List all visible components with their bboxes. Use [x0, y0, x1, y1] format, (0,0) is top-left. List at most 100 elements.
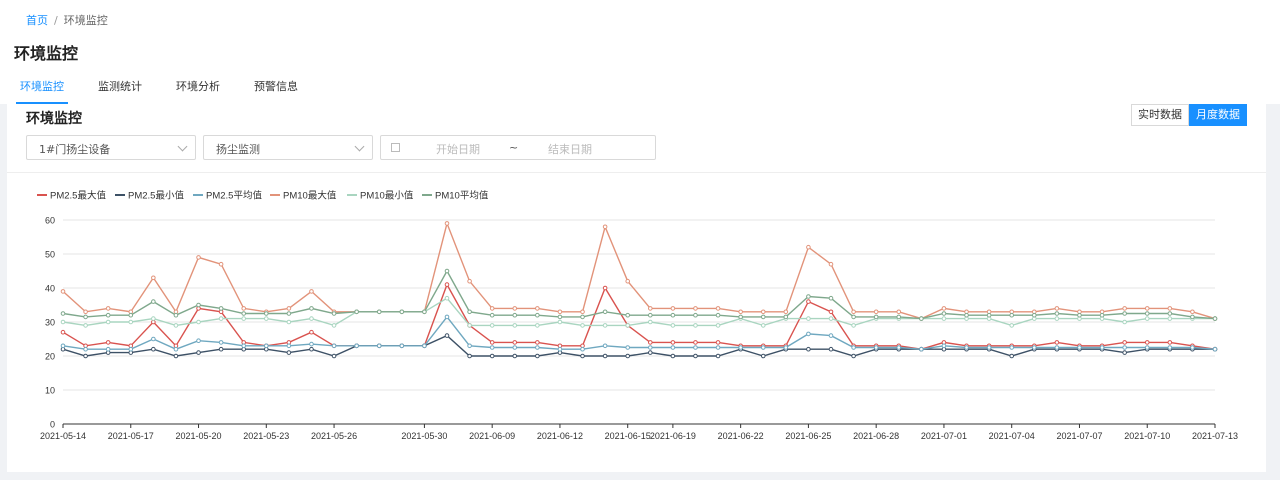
data-point — [941, 311, 947, 316]
data-point — [151, 275, 156, 281]
data-point — [60, 329, 66, 335]
x-tick-label: 2021-06-15 — [605, 431, 651, 441]
calendar-icon — [391, 143, 400, 152]
data-point — [1167, 316, 1173, 321]
data-point — [399, 343, 405, 349]
data-point — [105, 319, 111, 325]
data-point — [557, 314, 563, 320]
data-point — [1031, 345, 1037, 350]
data-point — [512, 340, 518, 345]
data-point — [105, 306, 111, 311]
data-point — [602, 353, 608, 359]
tab-alert-info[interactable]: 预警信息 — [254, 80, 298, 93]
series-line — [62, 315, 1216, 350]
data-point — [1167, 345, 1173, 350]
data-point — [535, 306, 540, 311]
data-point — [489, 353, 495, 359]
data-point — [919, 346, 924, 352]
data-point — [83, 323, 88, 328]
data-point — [1212, 316, 1218, 321]
data-point — [83, 314, 88, 320]
breadcrumb: 首页 / 环境监控 — [26, 12, 108, 28]
monthly-data-button[interactable]: 月度数据 — [1189, 104, 1247, 126]
data-point — [1054, 345, 1060, 350]
data-point — [444, 282, 450, 287]
breadcrumb-separator: / — [54, 13, 58, 27]
data-point — [693, 353, 698, 359]
series-line — [62, 282, 1216, 350]
data-point — [670, 306, 676, 311]
data-point — [941, 316, 947, 321]
x-tick-label: 2021-07-13 — [1192, 431, 1238, 441]
data-point — [670, 323, 676, 328]
data-point — [873, 314, 879, 320]
data-point — [896, 309, 902, 315]
data-point — [1122, 306, 1127, 311]
legend-label: PM2.5平均值 — [206, 190, 262, 202]
data-point — [1144, 306, 1150, 311]
data-point — [1190, 345, 1195, 350]
data-point — [105, 340, 111, 345]
y-tick-label: 40 — [45, 284, 55, 294]
data-point — [489, 323, 495, 328]
data-point — [173, 346, 179, 352]
tab-monitor-statistics[interactable]: 监测统计 — [98, 80, 142, 93]
data-point — [263, 343, 269, 349]
tab-environment-monitor[interactable]: 环境监控 — [16, 78, 68, 104]
data-point — [670, 312, 676, 318]
start-date-input[interactable]: 开始日期 — [436, 143, 480, 156]
breadcrumb-home-link[interactable]: 首页 — [26, 14, 48, 27]
data-point — [1009, 345, 1015, 350]
data-point — [467, 353, 472, 359]
data-point — [309, 306, 314, 311]
tab-bar: 环境监控 监测统计 环境分析 预警信息 — [14, 78, 326, 104]
end-date-input[interactable]: 结束日期 — [548, 143, 592, 156]
data-point — [1167, 340, 1173, 345]
y-tick-label: 0 — [50, 420, 55, 430]
data-point — [151, 299, 156, 304]
data-point — [512, 345, 518, 350]
data-point — [602, 285, 608, 291]
data-point — [647, 306, 653, 311]
y-tick-label: 10 — [45, 386, 55, 396]
x-tick-label: 2021-05-20 — [176, 431, 222, 441]
data-point — [1190, 314, 1195, 320]
x-tick-label: 2021-05-30 — [401, 431, 447, 441]
x-tick-label: 2021-06-22 — [718, 431, 764, 441]
date-range-picker[interactable]: 开始日期 ~ 结束日期 — [380, 135, 656, 160]
realtime-data-button[interactable]: 实时数据 — [1131, 104, 1189, 126]
data-point — [693, 323, 698, 328]
x-tick-label: 2021-07-10 — [1124, 431, 1170, 441]
data-point — [715, 323, 721, 328]
data-point — [986, 345, 992, 350]
device-select[interactable]: 1#门扬尘设备 — [26, 135, 196, 160]
data-point — [760, 323, 766, 328]
data-point — [218, 261, 224, 267]
data-point — [467, 343, 472, 349]
data-point — [128, 319, 134, 325]
data-point — [783, 314, 789, 320]
data-point — [1009, 353, 1015, 359]
data-point — [354, 309, 359, 315]
legend-label: PM2.5最大值 — [50, 190, 106, 202]
data-point — [760, 353, 766, 359]
data-point — [1144, 311, 1150, 316]
data-point — [715, 353, 721, 359]
x-tick-label: 2021-05-23 — [243, 431, 289, 441]
data-point — [196, 302, 201, 308]
data-point — [512, 323, 518, 328]
data-point — [1190, 309, 1195, 315]
data-point — [941, 343, 947, 349]
data-point — [1122, 340, 1127, 345]
monitor-type-select[interactable]: 扬尘监测 — [203, 135, 373, 160]
data-point — [873, 345, 879, 350]
data-point — [1144, 316, 1150, 321]
data-point — [1122, 311, 1127, 316]
data-point — [60, 311, 66, 316]
legend-label: PM10平均值 — [435, 190, 489, 202]
data-point — [309, 341, 314, 347]
tab-environment-analysis[interactable]: 环境分析 — [176, 80, 220, 93]
y-tick-label: 20 — [45, 352, 55, 362]
data-point — [783, 345, 789, 350]
data-point — [286, 343, 292, 349]
